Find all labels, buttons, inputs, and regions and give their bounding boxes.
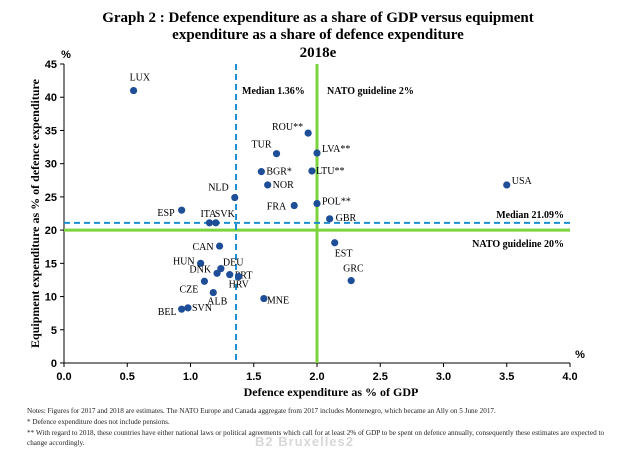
notes-line-3: ** With regard to 2018, these countries … (27, 429, 605, 447)
median-gdp-label: Median 1.36% (242, 86, 305, 97)
data-point-svn (184, 304, 192, 312)
data-point-rou (304, 129, 312, 137)
point-label-bgr: BGR* (266, 167, 292, 178)
x-unit-label: % (575, 349, 585, 361)
median-equipment-label: Median 21.09% (496, 210, 564, 221)
x-tick-label: 1.0 (183, 371, 198, 383)
watermark-logo: B2 Bruxelles2 (255, 434, 354, 449)
data-point-mne (260, 294, 268, 303)
data-point-hrv (234, 273, 243, 281)
x-tick-label: 2.0 (309, 371, 324, 383)
data-point-dnk (213, 269, 221, 277)
point-label-nld: NLD (208, 183, 229, 194)
data-point-bel (178, 305, 186, 313)
scatter-chart: 0 5 10 15 20 25 30 35 40 45 0.0 0.5 1.0 1.5 2.0 2.5 3.0 3… (28, 49, 585, 399)
data-point-bgr (257, 168, 265, 176)
data-point-est (331, 239, 339, 247)
data-point-pol (313, 199, 321, 208)
point-label-grc: GRC (343, 264, 364, 275)
data-point-tur (272, 150, 281, 158)
data-point-alb (209, 288, 217, 297)
y-axis-title: Equipment expenditure as % of defence ex… (28, 78, 42, 348)
y-tick-label: 45 (45, 59, 57, 71)
data-point-prt (226, 271, 234, 279)
y-tick-label: 30 (45, 159, 57, 171)
y-unit-label: % (61, 49, 71, 61)
y-tick-label: 35 (45, 125, 57, 137)
y-tick-label: 10 (45, 292, 57, 304)
x-tick-label: 3.0 (436, 371, 451, 383)
x-tick-label: 4.0 (562, 371, 577, 383)
data-point-cze (200, 277, 209, 285)
data-point-lva (313, 149, 321, 157)
x-tick-label: 0.5 (120, 371, 135, 383)
point-label-gbr: GBR (336, 213, 357, 224)
data-point-nor (264, 181, 272, 189)
y-tick-label: 25 (45, 192, 57, 204)
point-label-can: CAN (192, 242, 213, 253)
point-label-svk: SVK (215, 209, 236, 220)
data-point-fra (290, 201, 298, 210)
point-label-mne: MNE (267, 296, 289, 307)
point-label-lva: LVA** (322, 144, 350, 155)
point-label-svn: SVN (192, 303, 212, 314)
point-label-hun: HUN (173, 256, 195, 267)
point-label-dnk: DNK (189, 264, 211, 275)
point-label-est: EST (335, 249, 353, 260)
y-tick-label: 15 (45, 258, 57, 270)
data-point-svk (212, 219, 220, 227)
point-label-ltu: LTU** (316, 166, 345, 177)
data-point-can (215, 242, 224, 250)
data-point-esp (178, 206, 186, 214)
data-point-usa (503, 181, 511, 189)
x-tick-label: 3.5 (499, 371, 514, 383)
x-tick-label: 2.5 (373, 371, 388, 383)
data-point-grc (347, 277, 355, 285)
y-tick-label: 0 (51, 358, 57, 370)
notes-line-2: * Defence expenditure does not include p… (27, 418, 170, 426)
point-label-esp: ESP (157, 208, 175, 219)
point-label-lux: LUX (130, 73, 151, 84)
point-label-prt: PRT (235, 271, 253, 282)
point-label-tur: TUR (252, 140, 272, 151)
y-tick-label: 5 (51, 325, 57, 337)
chart-title-line-2: expenditure as a share of defence expend… (172, 27, 464, 43)
data-point-gbr (326, 215, 334, 223)
point-label-rou: ROU** (272, 122, 303, 133)
point-label-ita: ITA (200, 209, 217, 220)
point-label-pol: POL** (322, 197, 351, 208)
watermark-text: Bruxelles2 (278, 434, 354, 449)
y-tick-label: 20 (45, 225, 57, 237)
notes-line-1: Notes: Figures for 2017 and 2018 are est… (27, 407, 496, 415)
chart-title-year: 2018e (299, 45, 337, 61)
x-tick-label: 1.5 (246, 371, 261, 383)
nato-guideline-20pct-label: NATO guideline 20% (472, 239, 564, 250)
data-point-ltu (308, 167, 316, 175)
x-axis-title: Defence expenditure as % of GDP (244, 385, 419, 399)
point-label-hrv: HRV (229, 280, 250, 291)
data-point-ita (205, 219, 214, 227)
point-label-fra: FRA (267, 202, 287, 213)
point-label-alb: ALB (207, 297, 227, 308)
point-label-nor: NOR (273, 180, 294, 191)
point-label-deu: DEU (223, 258, 244, 269)
data-point-nld (231, 193, 239, 202)
data-point-hun (197, 259, 205, 267)
point-label-cze: CZE (180, 284, 199, 295)
nato-guideline-2pct-label: NATO guideline 2% (327, 86, 414, 97)
chart-title-line-1: Graph 2 : Defence expenditure as a share… (102, 10, 534, 26)
point-label-usa: USA (512, 176, 533, 187)
data-point-lux (129, 86, 138, 95)
x-tick-label: 0.0 (56, 371, 71, 383)
point-label-bel: BEL (158, 307, 177, 318)
y-tick-label: 40 (45, 92, 57, 104)
